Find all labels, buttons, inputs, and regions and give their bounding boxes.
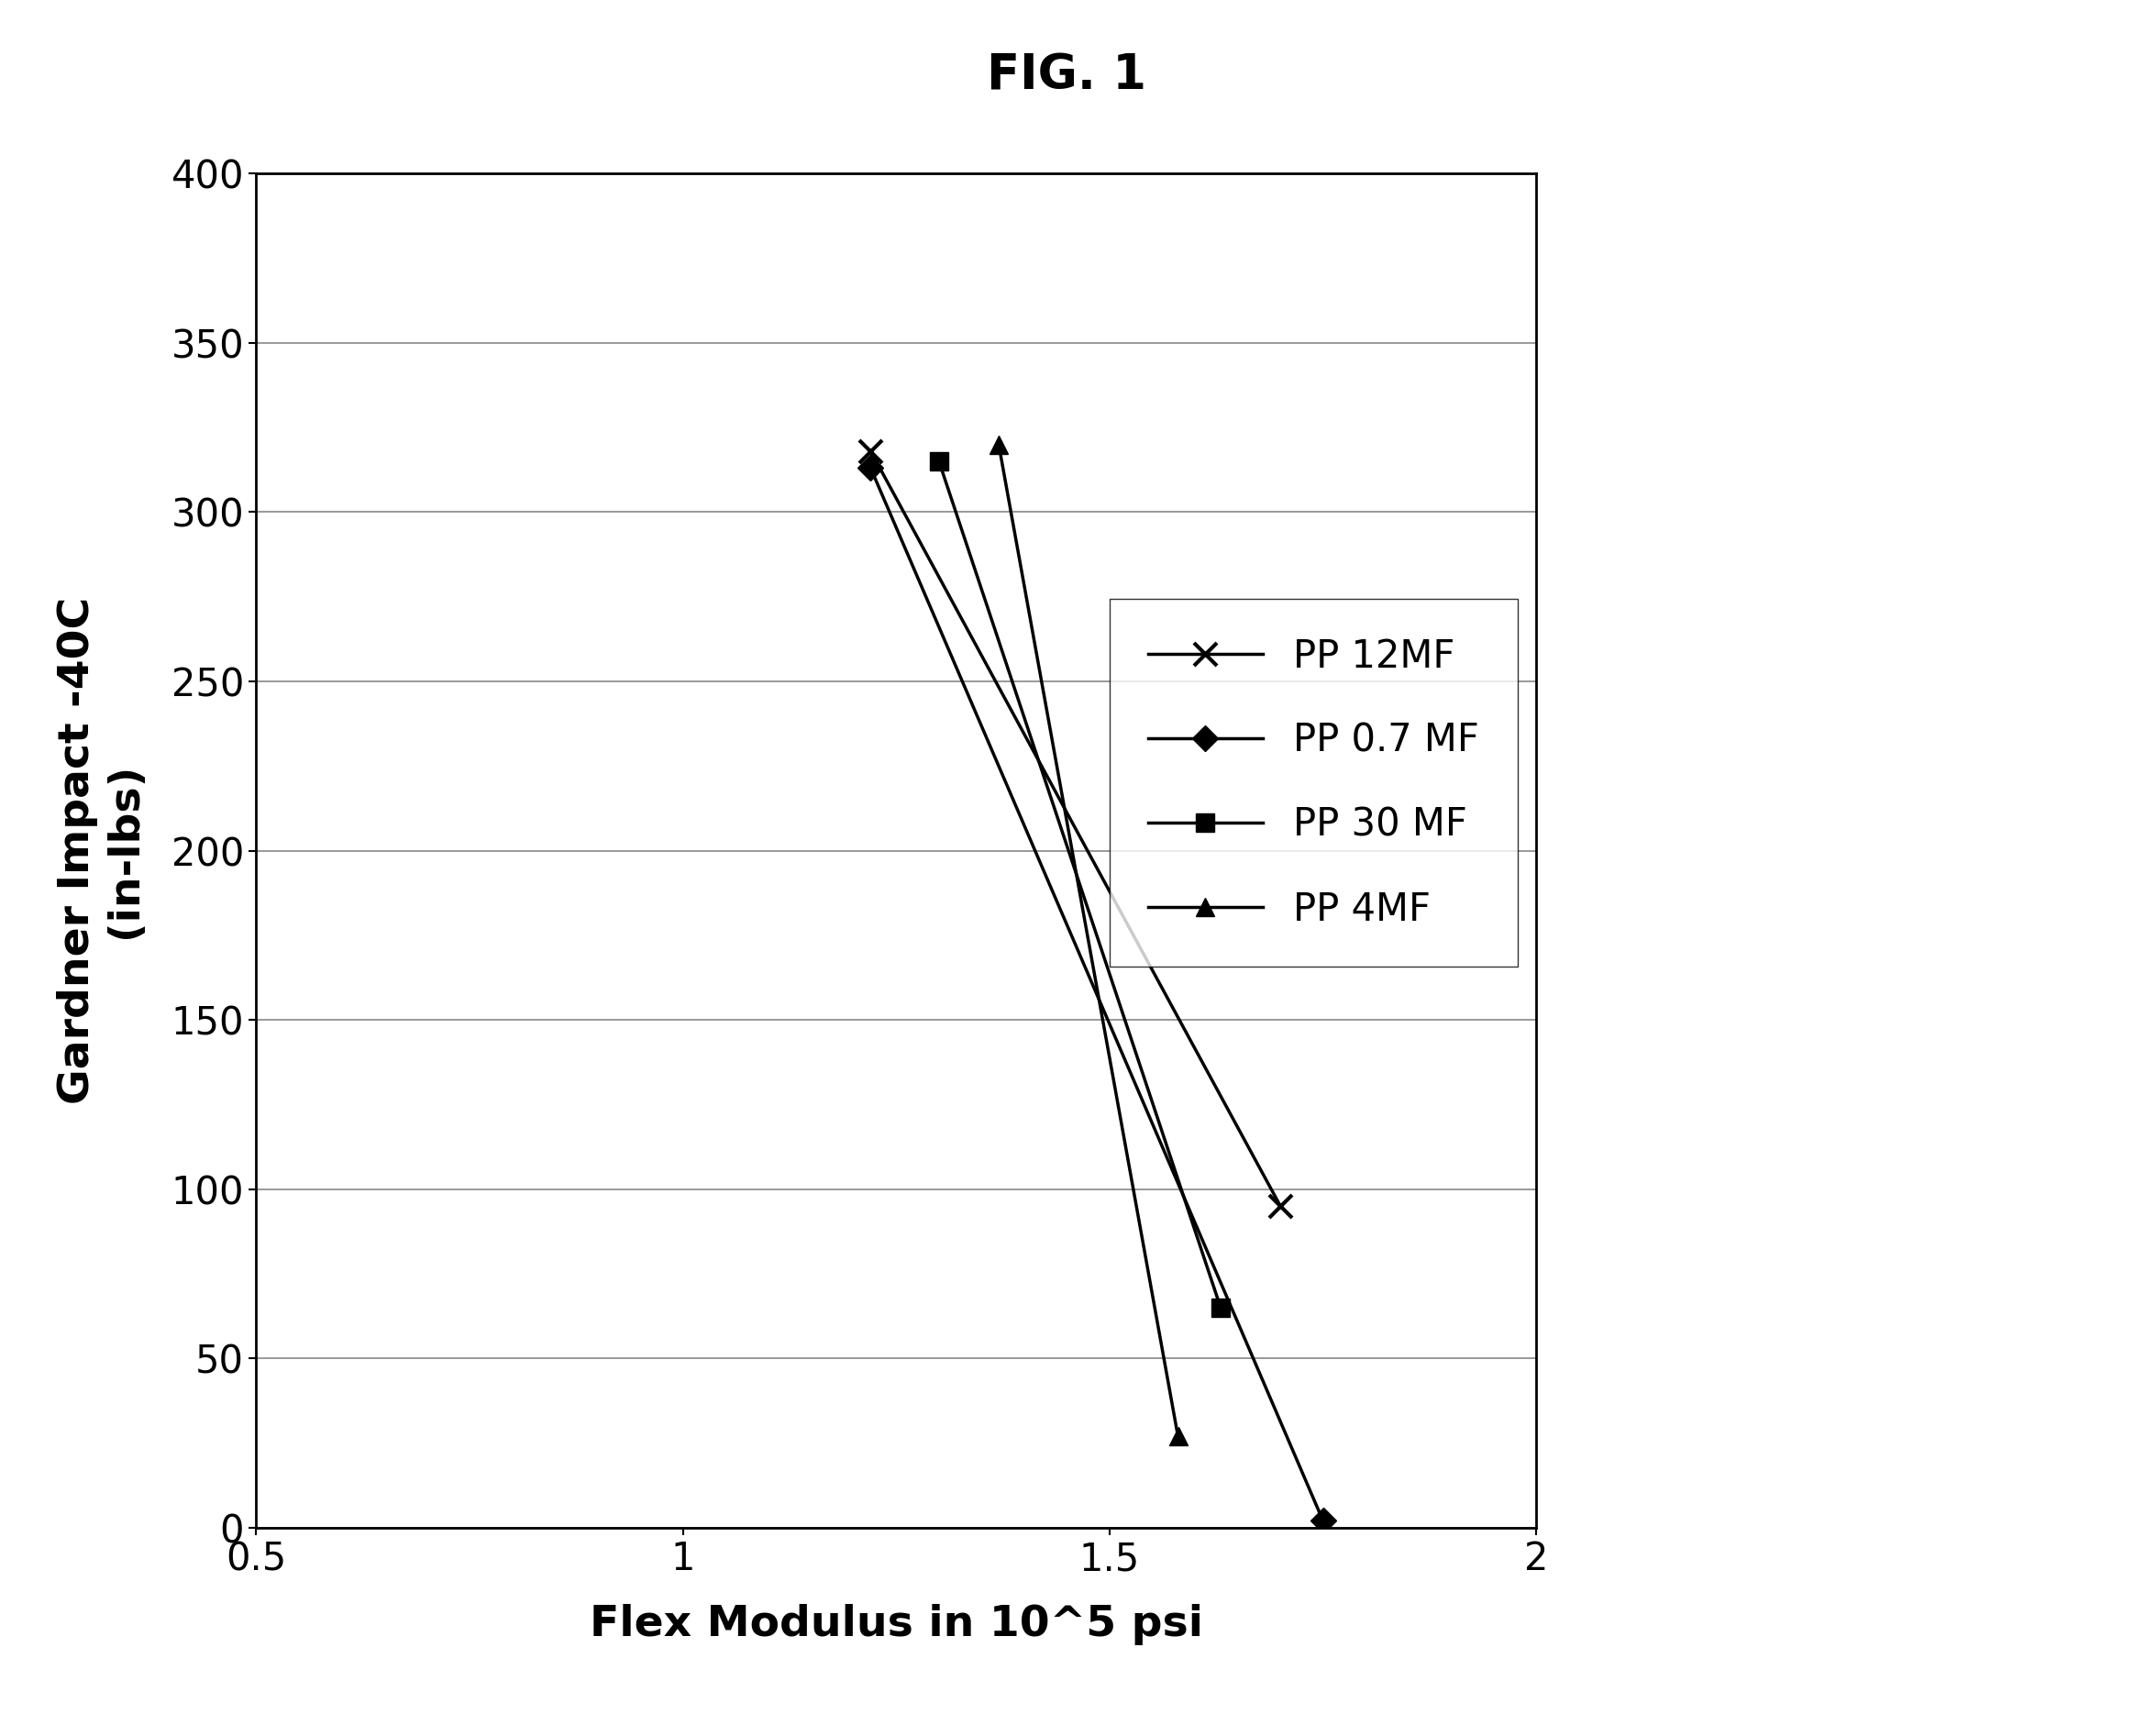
PP 12MF [858, 441, 883, 462]
Line: PP 0.7 MF: PP 0.7 MF [862, 460, 1332, 1529]
Line: PP 12MF: PP 12MF [860, 439, 1291, 1217]
Line: PP 4MF: PP 4MF [990, 436, 1187, 1444]
PP 30 MF [926, 451, 952, 472]
PP 30 MF [1208, 1297, 1233, 1318]
PP 12MF [1268, 1196, 1293, 1217]
PP 0.7 MF [858, 458, 883, 479]
PP 4MF [986, 434, 1012, 455]
X-axis label: Flex Modulus in 10^5 psi: Flex Modulus in 10^5 psi [589, 1604, 1204, 1646]
Legend: PP 12MF, PP 0.7 MF, PP 30 MF, PP 4MF: PP 12MF, PP 0.7 MF, PP 30 MF, PP 4MF [1110, 599, 1517, 967]
PP 4MF [1165, 1425, 1191, 1446]
PP 0.7 MF [1310, 1510, 1336, 1531]
Y-axis label: Gardner Impact -40C
(in-lbs): Gardner Impact -40C (in-lbs) [55, 597, 145, 1104]
Text: FIG. 1: FIG. 1 [988, 52, 1146, 99]
Line: PP 30 MF: PP 30 MF [930, 453, 1229, 1316]
